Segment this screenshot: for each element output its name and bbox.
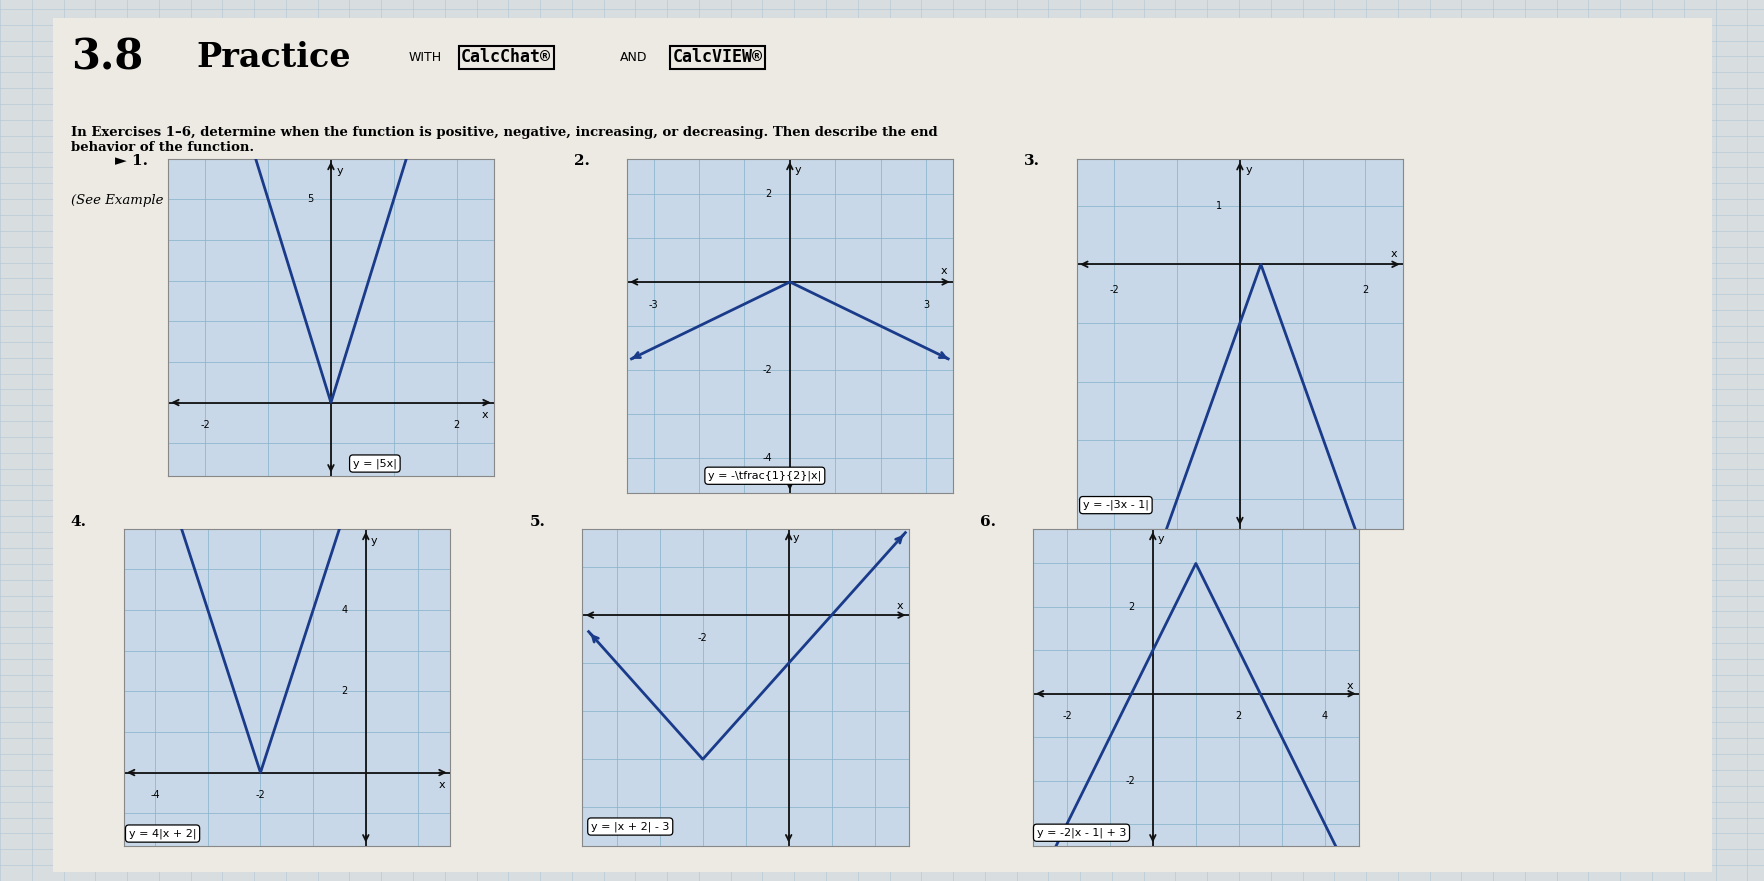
Text: CalcChat®: CalcChat® (460, 48, 550, 66)
Text: x: x (439, 780, 445, 789)
Text: 4: 4 (1321, 711, 1327, 722)
Text: -2: -2 (697, 633, 707, 642)
Text: 2: 2 (1235, 711, 1242, 722)
Text: y = |5x|: y = |5x| (353, 458, 397, 469)
Text: y: y (1245, 166, 1252, 175)
Text: 5.: 5. (529, 515, 545, 529)
Text: AND: AND (619, 51, 647, 63)
Text: x: x (1346, 681, 1353, 691)
Text: -2: -2 (1110, 285, 1118, 294)
Text: 6.: 6. (979, 515, 995, 529)
Text: y = -2|x - 1| + 3: y = -2|x - 1| + 3 (1035, 827, 1125, 838)
Text: 2: 2 (1127, 602, 1134, 611)
Text: 3.: 3. (1023, 154, 1039, 167)
Text: 1: 1 (1215, 201, 1221, 211)
Text: -4: -4 (150, 790, 161, 800)
Text: -3: -3 (649, 300, 658, 310)
Text: 2: 2 (766, 189, 771, 199)
Text: -2: -2 (201, 420, 210, 430)
Text: y = -|3x - 1|: y = -|3x - 1| (1083, 500, 1148, 510)
Text: In Exercises 1–6, determine when the function is positive, negative, increasing,: In Exercises 1–6, determine when the fun… (71, 126, 937, 153)
Text: -2: -2 (256, 790, 265, 800)
Text: x: x (1390, 248, 1397, 259)
Text: -2: -2 (1124, 775, 1134, 786)
Text: 3.8: 3.8 (71, 36, 143, 78)
Text: 4: 4 (342, 605, 348, 615)
Text: y = 4|x + 2|: y = 4|x + 2| (129, 828, 196, 839)
Text: 2.: 2. (573, 154, 589, 167)
Text: x: x (482, 410, 489, 419)
Text: y: y (1157, 535, 1162, 544)
Text: 2: 2 (342, 686, 348, 696)
Text: y: y (792, 533, 799, 544)
Text: x: x (940, 266, 947, 276)
Text: y: y (370, 536, 377, 546)
Text: (See Example 1.): (See Example 1.) (71, 195, 185, 207)
Text: -2: -2 (1062, 711, 1071, 722)
Text: CalcVIEW®: CalcVIEW® (672, 48, 762, 66)
Text: y: y (794, 165, 801, 174)
Text: y: y (337, 166, 344, 176)
Text: y = |x + 2| - 3: y = |x + 2| - 3 (591, 821, 669, 832)
Text: 2: 2 (1362, 285, 1367, 294)
Text: 3: 3 (923, 300, 928, 310)
Text: 2: 2 (453, 420, 459, 430)
Text: -2: -2 (762, 365, 771, 375)
Text: ► 1.: ► 1. (115, 154, 148, 167)
Text: y = -\tfrac{1}{2}|x|: y = -\tfrac{1}{2}|x| (707, 470, 820, 481)
Text: -4: -4 (762, 453, 771, 463)
Text: 5: 5 (307, 194, 312, 204)
Text: 4.: 4. (71, 515, 86, 529)
Text: Practice: Practice (196, 41, 351, 74)
Text: x: x (896, 602, 903, 611)
Text: WITH: WITH (407, 51, 441, 63)
